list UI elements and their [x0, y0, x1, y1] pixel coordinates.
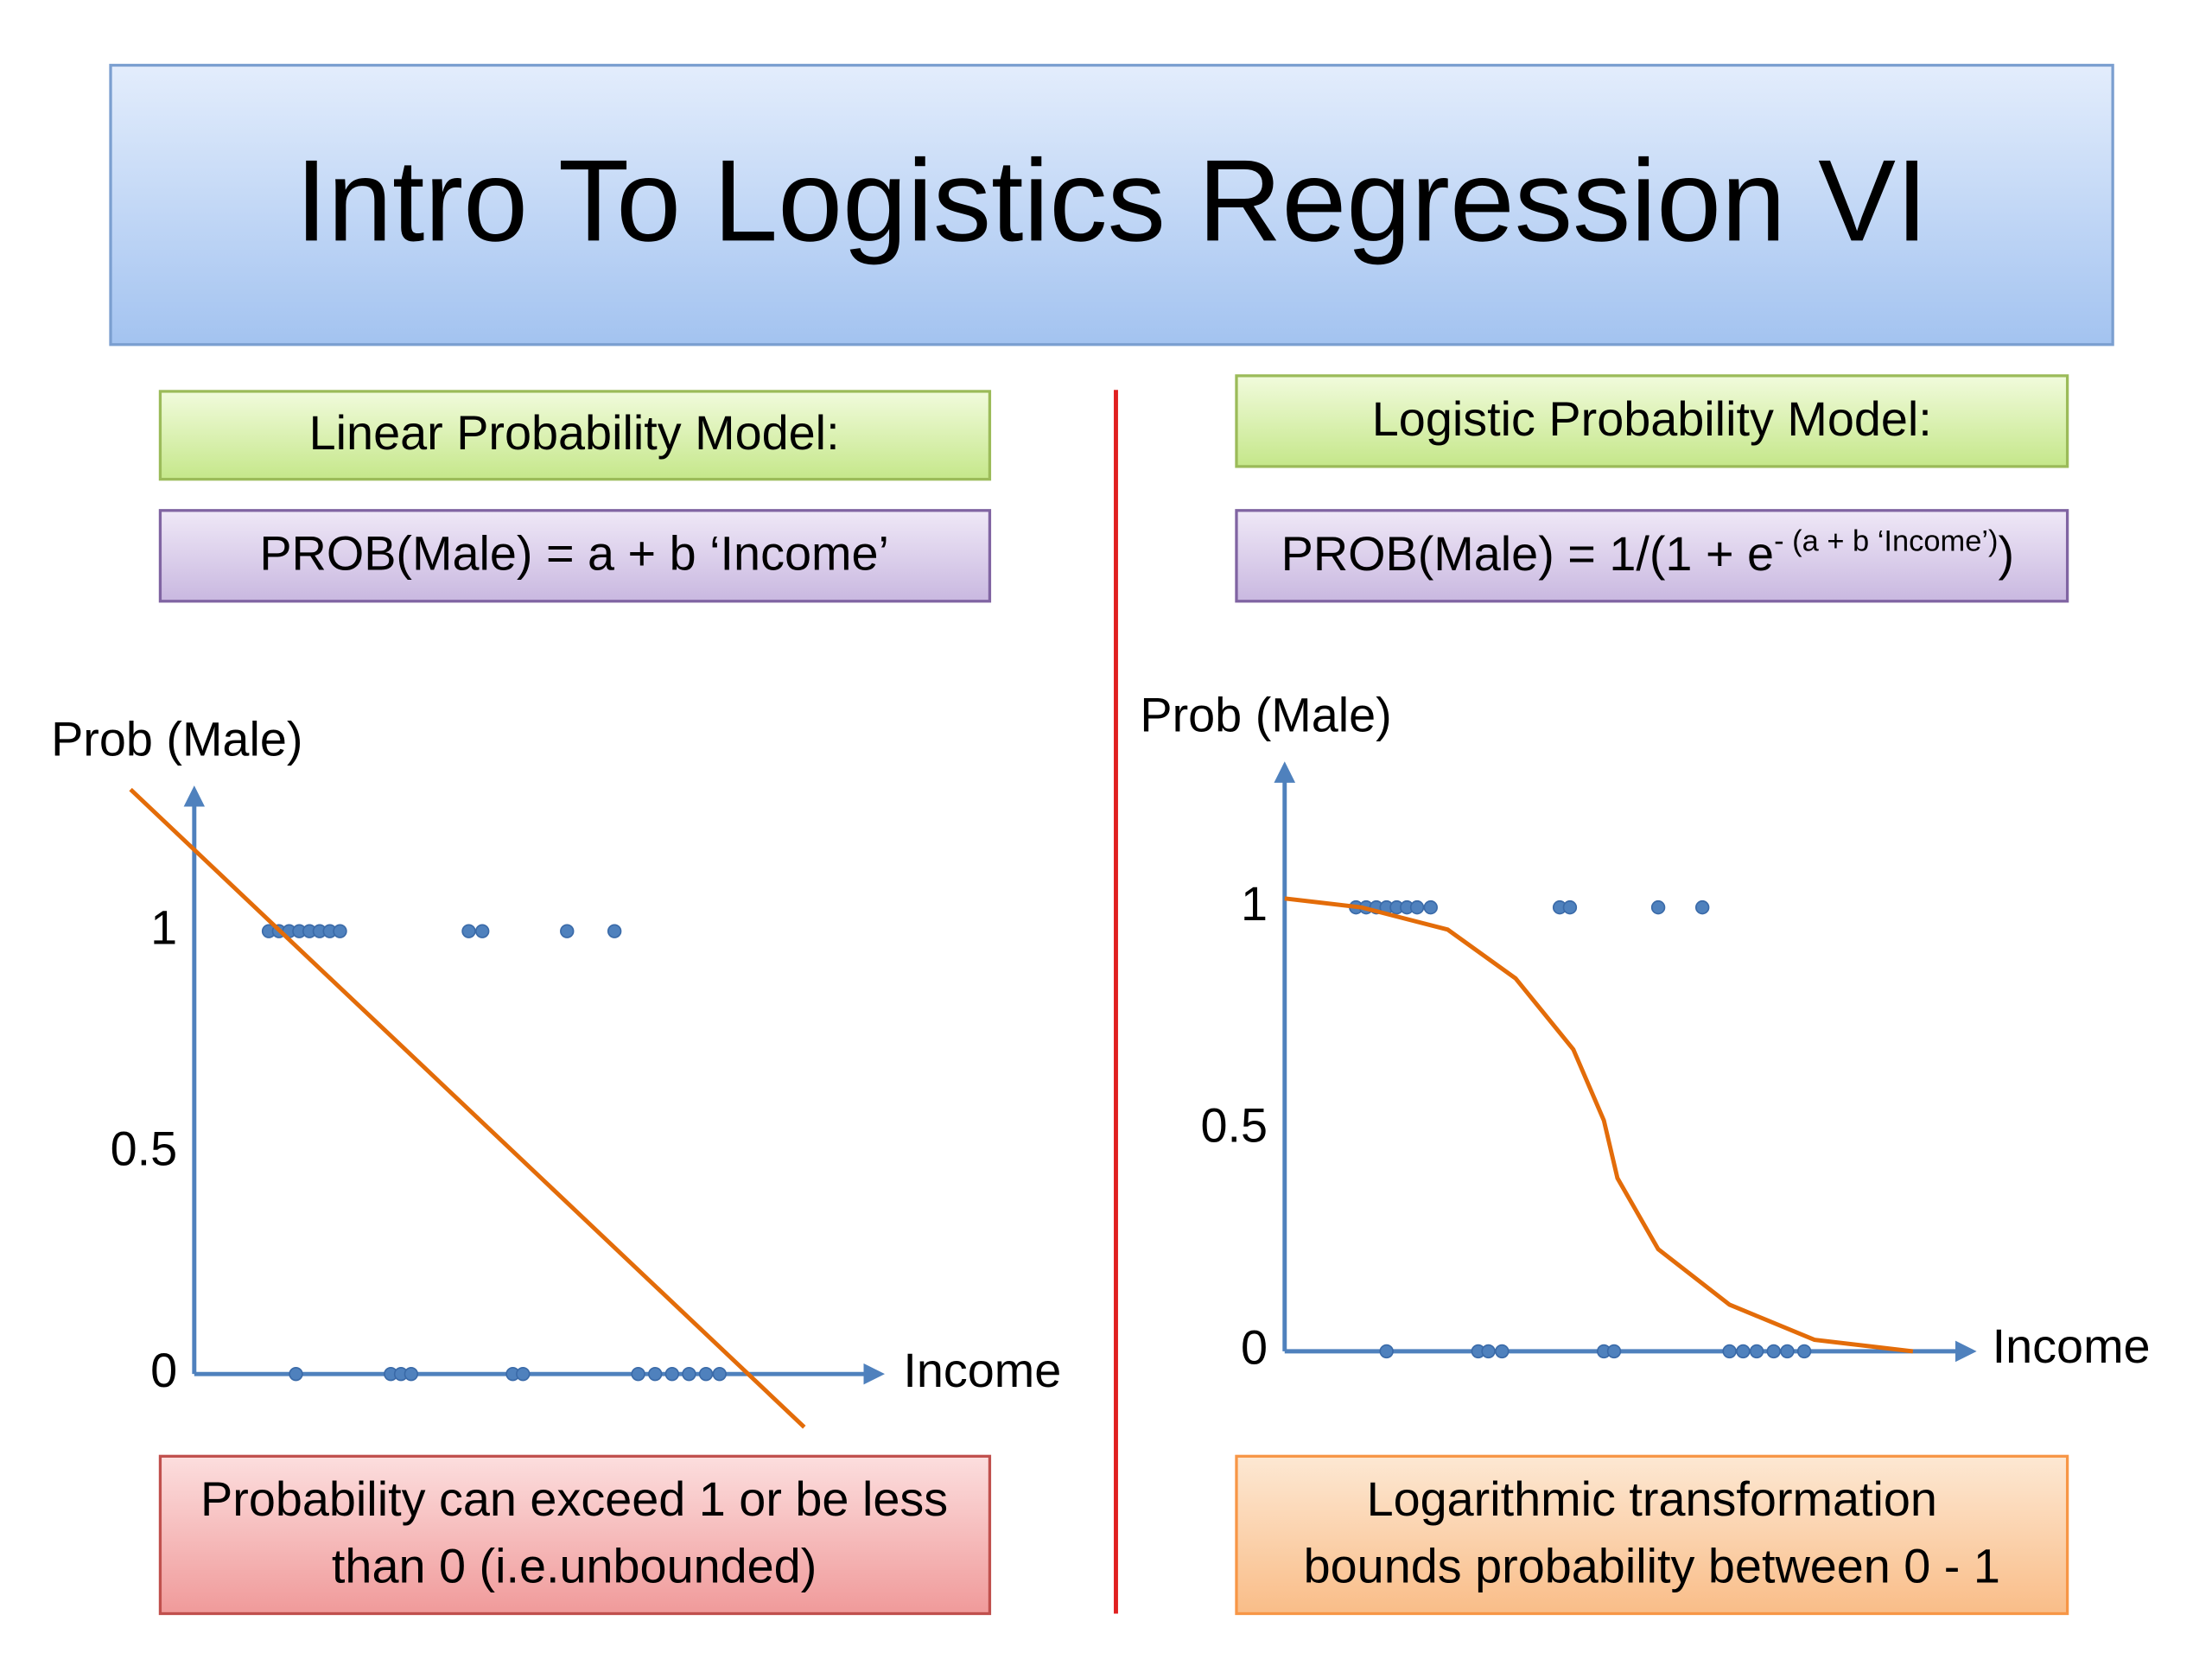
right-formula: PROB(Male) = 1/(1 + e- (a + b ‘Income’))	[1281, 525, 2014, 581]
note-box	[1235, 1454, 2069, 1616]
note-box	[158, 1454, 992, 1616]
left-note: than 0 (i.e.unbounded)	[332, 1538, 817, 1592]
data-point	[631, 1366, 645, 1382]
left-formula: PROB(Male) = a + b ‘Income’	[259, 526, 889, 581]
y-tick-label: 0	[1241, 1320, 1268, 1375]
data-point	[404, 1366, 419, 1382]
right-heading: Logistic Probability Model:	[1372, 391, 1932, 446]
data-point	[1736, 1344, 1751, 1359]
y-tick-label: 0	[150, 1343, 177, 1397]
formula-box	[1235, 509, 2069, 603]
data-point	[1481, 1344, 1496, 1359]
data-point	[648, 1366, 663, 1382]
fit-line	[129, 787, 806, 1429]
slide-title: Intro To Logistics Regression VI	[296, 135, 1929, 265]
y-axis-label: Prob (Male)	[51, 712, 302, 766]
data-point	[1423, 899, 1438, 915]
fit-line	[1284, 896, 1914, 1354]
data-point	[1650, 899, 1666, 915]
data-point	[1606, 1344, 1622, 1359]
data-point	[1409, 899, 1425, 915]
right-note: bounds probability between 0 - 1	[1304, 1538, 2000, 1592]
data-point	[1722, 1344, 1737, 1359]
y-tick-label: 1	[1241, 876, 1268, 931]
formula-box	[158, 509, 992, 603]
data-point	[682, 1366, 696, 1382]
formula-main: PROB(Male) = 1/(1 + e	[1281, 526, 1774, 581]
data-point	[1562, 899, 1578, 915]
y-axis-label: Prob (Male)	[1140, 688, 1391, 742]
heading-box	[1235, 374, 2069, 468]
title-box	[109, 63, 2114, 346]
data-point	[1780, 1344, 1795, 1359]
y-tick-label: 1	[150, 899, 177, 954]
right-note: Logarithmic transformation	[1367, 1471, 1937, 1526]
formula-exponent: - (a + b ‘Income’)	[1774, 525, 1998, 558]
data-point	[664, 1366, 680, 1382]
data-point	[289, 1366, 303, 1382]
y-tick-label: 0.5	[111, 1122, 178, 1176]
heading-box	[158, 390, 992, 481]
data-point	[1796, 1344, 1812, 1359]
data-point	[1495, 1344, 1510, 1359]
y-tick-label: 0.5	[1201, 1098, 1268, 1153]
data-point	[712, 1366, 727, 1382]
data-point	[1766, 1344, 1781, 1359]
data-point	[333, 924, 347, 938]
left-heading: Linear Probability Model:	[309, 405, 840, 460]
data-point	[1379, 1344, 1394, 1359]
x-axis-label: Income	[903, 1343, 1061, 1397]
data-point	[607, 924, 622, 938]
left-note: Probability can exceed 1 or be less	[200, 1471, 948, 1526]
data-point	[474, 924, 490, 938]
data-point	[698, 1366, 714, 1382]
data-point	[1749, 1344, 1764, 1359]
formula-close: )	[1999, 526, 2015, 581]
x-axis-label: Income	[1993, 1319, 2151, 1373]
data-point	[560, 924, 575, 938]
data-point	[461, 924, 476, 938]
data-point	[516, 1366, 531, 1382]
data-point	[1694, 899, 1710, 915]
